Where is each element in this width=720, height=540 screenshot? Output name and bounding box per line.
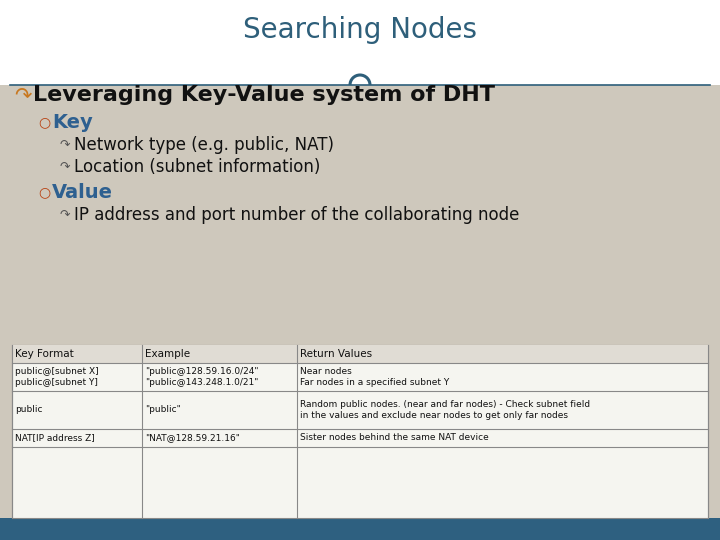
Text: ○: ○ (38, 115, 50, 129)
Text: Sister nodes behind the same NAT device: Sister nodes behind the same NAT device (300, 434, 489, 442)
Text: public@[subnet X]
public@[subnet Y]: public@[subnet X] public@[subnet Y] (15, 367, 99, 387)
Text: Network type (e.g. public, NAT): Network type (e.g. public, NAT) (74, 136, 334, 154)
Text: Return Values: Return Values (300, 349, 372, 359)
Text: Location (subnet information): Location (subnet information) (74, 158, 320, 176)
FancyBboxPatch shape (12, 345, 708, 363)
FancyBboxPatch shape (12, 345, 708, 518)
Text: ↷: ↷ (60, 160, 71, 173)
Text: ↷: ↷ (60, 208, 71, 221)
Circle shape (350, 75, 370, 95)
Text: "public@128.59.16.0/24"
"public@143.248.1.0/21": "public@128.59.16.0/24" "public@143.248.… (145, 367, 258, 387)
Text: ↷: ↷ (60, 138, 71, 152)
Text: Example: Example (145, 349, 190, 359)
Text: NAT[IP address Z]: NAT[IP address Z] (15, 434, 95, 442)
Text: Searching Nodes: Searching Nodes (243, 16, 477, 44)
Text: public: public (15, 406, 42, 415)
Text: Value: Value (52, 183, 113, 201)
Text: Key: Key (52, 112, 93, 132)
FancyBboxPatch shape (0, 0, 720, 85)
Text: Near nodes
Far nodes in a specified subnet Y: Near nodes Far nodes in a specified subn… (300, 367, 449, 387)
Text: IP address and port number of the collaborating node: IP address and port number of the collab… (74, 206, 519, 224)
FancyBboxPatch shape (0, 85, 720, 518)
Text: "NAT@128.59.21.16": "NAT@128.59.21.16" (145, 434, 240, 442)
Text: "public": "public" (145, 406, 181, 415)
Text: ○: ○ (38, 185, 50, 199)
Text: Leveraging Key-Value system of DHT: Leveraging Key-Value system of DHT (33, 85, 495, 105)
Text: ↷: ↷ (14, 85, 32, 105)
FancyBboxPatch shape (0, 518, 720, 540)
Text: Key Format: Key Format (15, 349, 73, 359)
Text: Random public nodes. (near and far nodes) - Check subnet field
in the values and: Random public nodes. (near and far nodes… (300, 400, 590, 421)
